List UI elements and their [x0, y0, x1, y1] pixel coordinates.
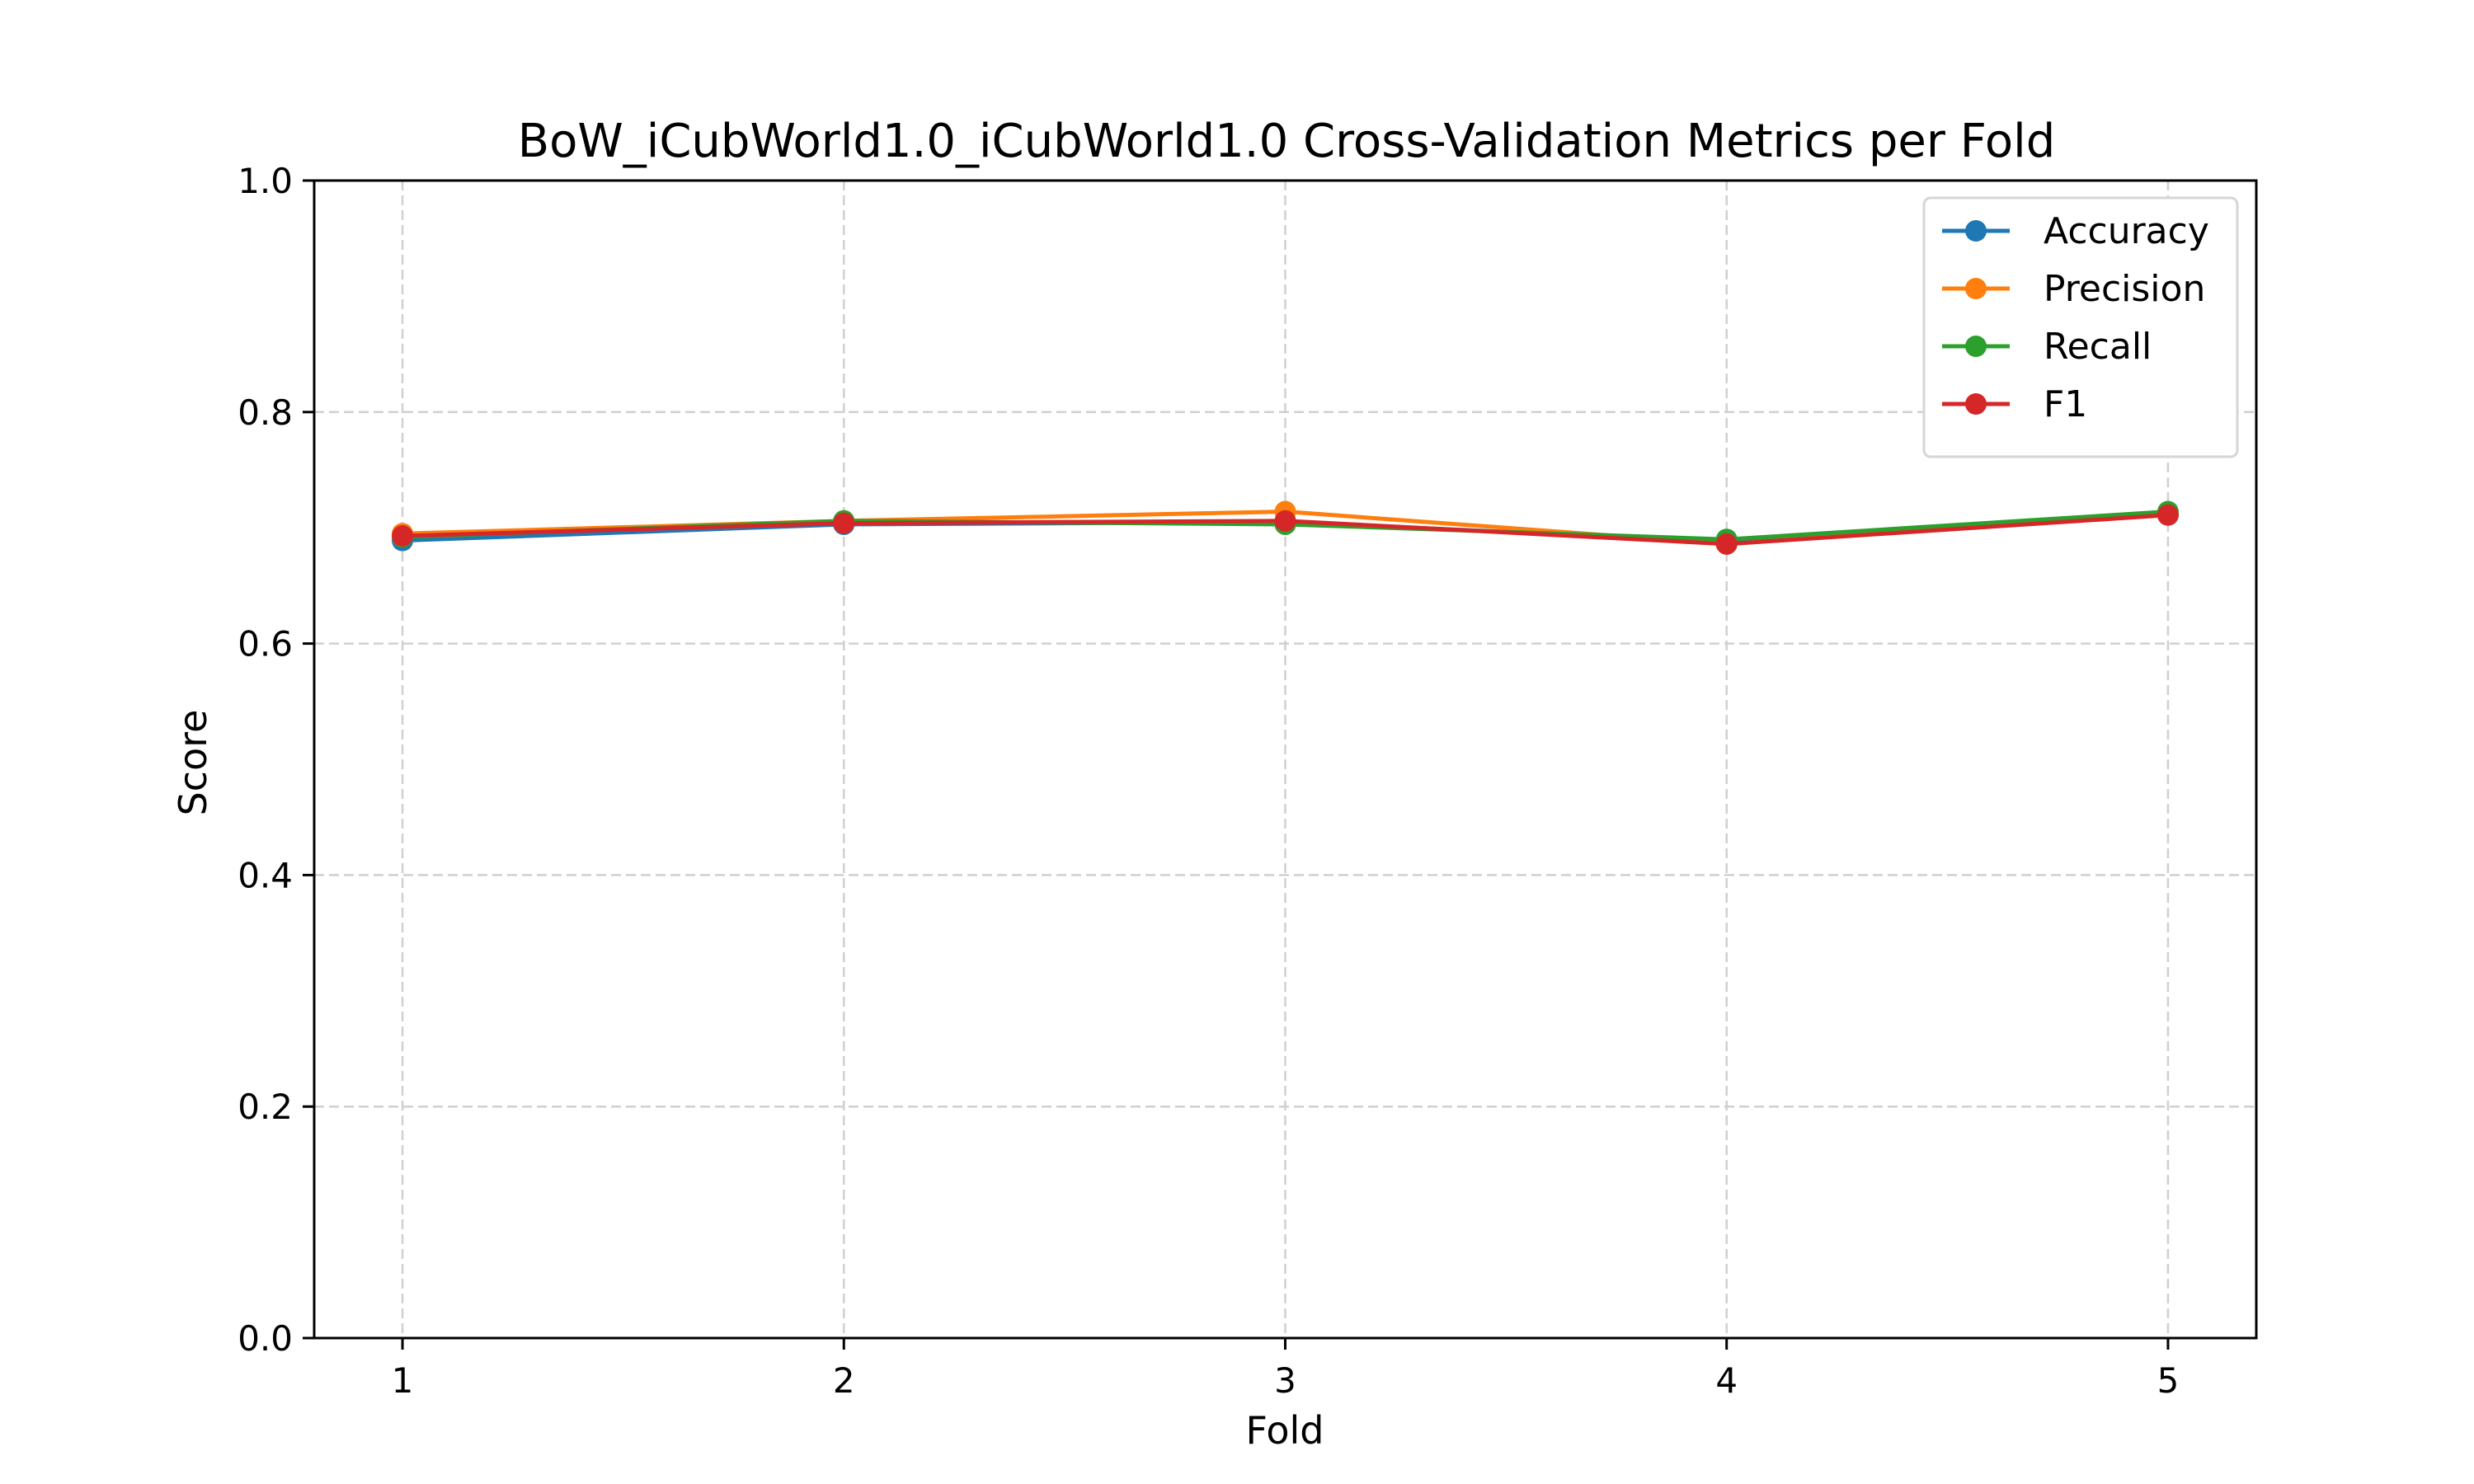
legend-item-f1: F1	[1942, 383, 2087, 425]
x-tick-label: 3	[1274, 1360, 1296, 1401]
x-tick-label: 2	[833, 1360, 855, 1401]
x-axis: 1 2 3 4 5	[392, 1338, 2180, 1401]
legend-item-recall: Recall	[1942, 326, 2152, 368]
x-axis-label: Fold	[1246, 1408, 1324, 1453]
y-tick-label: 1.0	[238, 161, 293, 201]
legend-item-accuracy: Accuracy	[1942, 210, 2209, 252]
legend-frame	[1922, 196, 2239, 458]
x-tick-label: 4	[1715, 1360, 1738, 1401]
y-tick-label: 0.6	[238, 624, 293, 665]
y-tick-label: 0.4	[238, 855, 293, 895]
y-tick-label: 0.0	[238, 1318, 293, 1359]
legend-label: Precision	[2044, 268, 2205, 310]
y-tick-label: 0.8	[238, 392, 293, 433]
y-tick-label: 0.2	[238, 1087, 293, 1127]
legend-swatch-marker	[1965, 278, 1987, 299]
f1-point	[1274, 510, 1296, 532]
legend-swatch-marker	[1965, 393, 1987, 415]
f1-point	[2157, 504, 2179, 526]
x-tick-label: 1	[392, 1360, 414, 1401]
legend-swatch-marker	[1965, 220, 1987, 242]
y-axis-label: Score	[171, 710, 215, 816]
legend-label: Accuracy	[2044, 210, 2209, 252]
y-axis: 0.0 0.2 0.4 0.6 0.8 1.0	[238, 161, 314, 1359]
f1-point	[833, 512, 855, 534]
x-tick-label: 5	[2157, 1360, 2180, 1401]
legend: Accuracy Precision Recall F1	[1922, 196, 2239, 458]
legend-label: F1	[2044, 383, 2087, 425]
series-f1	[392, 504, 2179, 555]
series-layer	[392, 500, 2179, 555]
legend-item-precision: Precision	[1942, 268, 2205, 310]
chart-title: BoW_iCubWorld1.0_iCubWorld1.0 Cross-Vali…	[518, 115, 2056, 168]
legend-label: Recall	[2044, 326, 2152, 368]
f1-point	[392, 525, 414, 547]
legend-swatch-marker	[1965, 336, 1987, 357]
f1-point	[1715, 533, 1738, 555]
